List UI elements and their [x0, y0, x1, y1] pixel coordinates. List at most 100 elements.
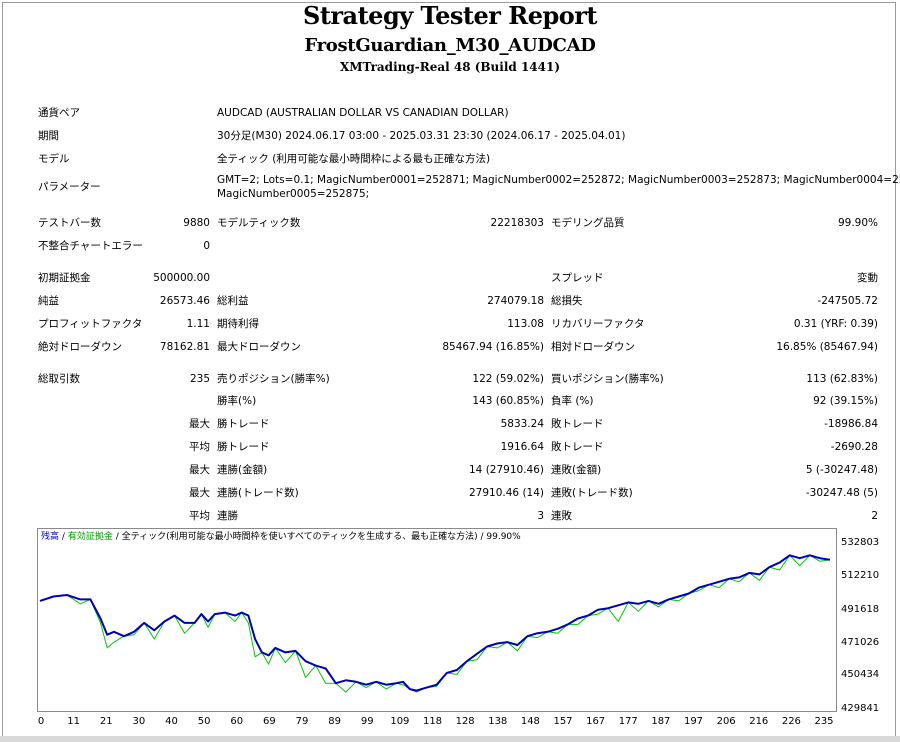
x-tick-label: 79 — [295, 716, 309, 727]
x-tick-label: 138 — [488, 716, 508, 727]
chart-legend: 残高 / 有効証拠金 / 全ティック(利用可能な最小時間枠を使いすべてのティック… — [41, 531, 521, 543]
x-tick-label: 109 — [390, 716, 410, 727]
avg-cons-win-label: 連勝 — [217, 510, 238, 522]
x-tick-label: 0 — [37, 716, 45, 727]
net-value: 26573.46 — [159, 295, 210, 307]
x-tick-label: 60 — [230, 716, 244, 727]
y-tick-label: 471026 — [841, 637, 880, 648]
legend-sep-1: / — [61, 532, 65, 542]
recovery-label: リカバリーファクタ — [551, 318, 645, 330]
expected-label: 期待利得 — [217, 318, 259, 330]
avg-win-label: 勝トレード — [217, 441, 270, 453]
cons-win-money-label: 連勝(金額) — [217, 464, 268, 476]
balance-chart — [37, 528, 837, 712]
win-pct-label: 勝率(%) — [217, 395, 257, 407]
legend-equity: 有効証拠金 — [67, 532, 113, 542]
x-tick-label: 118 — [422, 716, 443, 727]
period-label: 期間 — [38, 130, 59, 142]
spread-label: スプレッド — [551, 272, 604, 284]
x-tick-label: 235 — [814, 716, 834, 727]
avg-loss-label: 敗トレード — [551, 441, 604, 453]
x-tick-label: 30 — [132, 716, 146, 727]
x-tick-label: 197 — [683, 716, 704, 727]
pair-label: 通貨ペア — [38, 107, 80, 119]
legend-sep-2: / — [115, 532, 119, 542]
period-value: 30分足(M30) 2024.06.17 03:00 - 2025.03.31 … — [217, 130, 626, 142]
bars-value: 9880 — [183, 217, 210, 229]
x-tick-label: 167 — [586, 716, 606, 727]
x-tick-label: 226 — [781, 716, 801, 727]
cons-win-count-value: 27910.46 (14) — [469, 487, 544, 499]
expected-value: 113.08 — [507, 318, 544, 330]
model-label: モデル — [38, 153, 70, 165]
gross-profit-label: 総利益 — [217, 295, 249, 307]
pf-value: 1.11 — [186, 318, 210, 330]
bottom-scroll-strip — [0, 736, 900, 742]
mismatch-label: 不整合チャートエラー — [38, 240, 143, 252]
legend-model: 全ティック(利用可能な最小時間枠を使いすべてのティックを生成する、最も正確な方法… — [121, 532, 478, 542]
x-tick-label: 206 — [716, 716, 736, 727]
long-label: 買いポジション(勝率%) — [551, 373, 664, 385]
mismatch-value: 0 — [203, 240, 210, 252]
avg-cons-loss-label: 連敗 — [551, 510, 572, 522]
avg-win-value: 1916.64 — [500, 441, 544, 453]
cons-win-count-label: 連勝(トレード数) — [217, 487, 299, 499]
avg-cons-win-value: 3 — [537, 510, 544, 522]
recovery-value: 0.31 (YRF: 0.39) — [793, 318, 878, 330]
balance-chart-plot — [39, 554, 831, 693]
ticks-value: 22218303 — [490, 217, 544, 229]
avg-win-qualifier: 平均 — [189, 441, 210, 453]
gross-loss-value: -247505.72 — [817, 295, 878, 307]
x-tick-label: 69 — [263, 716, 276, 727]
cons-loss-money-value: 5 (-30247.48) — [805, 464, 878, 476]
deposit-label: 初期証拠金 — [38, 272, 91, 284]
legend-sep-3: / — [480, 532, 484, 542]
loss-pct-label: 負率 (%) — [551, 395, 594, 407]
cons-count-qualifier: 最大 — [189, 487, 210, 499]
cons-loss-count-value: -30247.48 (5) — [805, 487, 878, 499]
net-label: 純益 — [38, 295, 59, 307]
legend-balance: 残高 — [41, 532, 60, 542]
short-label: 売りポジション(勝率%) — [217, 373, 330, 385]
max-loss-value: -18986.84 — [824, 418, 878, 430]
x-tick-label: 50 — [197, 716, 211, 727]
y-tick-label: 512210 — [841, 570, 880, 581]
max-win-value: 5833.24 — [500, 418, 544, 430]
max-win-label: 勝トレード — [217, 418, 270, 430]
model-value: 全ティック (利用可能な最小時間枠による最も正確な方法) — [217, 153, 491, 165]
params-value-line1: GMT=2; Lots=0.1; MagicNumber0001=252871;… — [217, 174, 900, 186]
server-build: XMTrading-Real 48 (Build 1441) — [339, 60, 561, 74]
cons-loss-count-label: 連敗(トレード数) — [551, 487, 633, 499]
y-tick-label: 450434 — [841, 669, 880, 680]
bars-label: テストバー数 — [38, 217, 101, 229]
ticks-label: モデルティック数 — [217, 217, 301, 229]
x-tick-label: 99 — [360, 716, 374, 727]
params-label: パラメーター — [38, 181, 101, 193]
gross-profit-value: 274079.18 — [487, 295, 544, 307]
x-tick-label: 148 — [520, 716, 540, 727]
legend-quality: 99.90% — [486, 532, 521, 542]
x-tick-label: 128 — [455, 716, 475, 727]
expert-name: FrostGuardian_M30_AUDCAD — [304, 35, 596, 56]
y-tick-label: 429841 — [841, 703, 880, 714]
abs-dd-value: 78162.81 — [159, 341, 210, 353]
x-tick-label: 21 — [99, 716, 113, 727]
x-tick-label: 157 — [553, 716, 573, 727]
max-win-qualifier: 最大 — [189, 418, 210, 430]
cons-loss-money-label: 連敗(金額) — [551, 464, 602, 476]
x-tick-label: 11 — [67, 716, 80, 727]
avg-cons-qualifier: 平均 — [189, 510, 210, 522]
pf-label: プロフィットファクタ — [38, 318, 143, 330]
x-tick-label: 40 — [165, 716, 178, 727]
short-value: 122 (59.02%) — [472, 373, 544, 385]
avg-cons-loss-value: 2 — [871, 510, 878, 522]
x-tick-label: 216 — [749, 716, 769, 727]
loss-pct-value: 92 (39.15%) — [813, 395, 878, 407]
rel-dd-label: 相対ドローダウン — [551, 341, 635, 353]
max-dd-label: 最大ドローダウン — [217, 341, 301, 353]
gross-loss-label: 総損失 — [551, 295, 583, 307]
params-value-line2: MagicNumber0005=252875; — [217, 188, 370, 200]
abs-dd-label: 絶対ドローダウン — [38, 341, 122, 353]
balance-line — [39, 554, 831, 692]
x-tick-label: 177 — [618, 716, 638, 727]
